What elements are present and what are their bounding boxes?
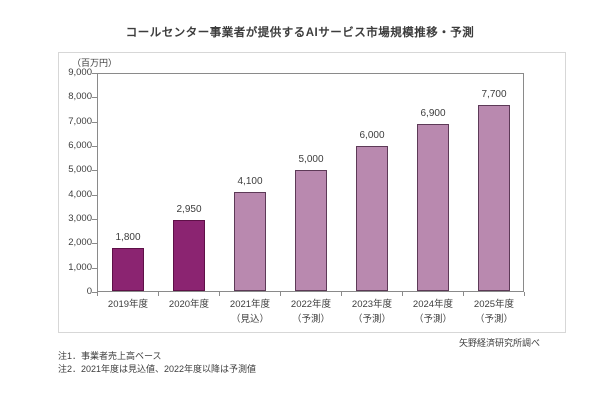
bar <box>234 192 266 291</box>
y-tick-label: 6,000 <box>68 140 92 151</box>
y-tick-mark <box>92 170 97 171</box>
bar-value-label: 5,000 <box>298 154 324 165</box>
y-tick-label: 7,000 <box>68 116 92 127</box>
bar-value-label: 6,900 <box>420 108 446 119</box>
x-category-sublabel: （予測） <box>413 314 452 325</box>
x-category-label: 2023年度 <box>351 299 393 310</box>
y-tick-mark <box>92 243 97 244</box>
x-category-sublabel: （予測） <box>291 314 330 325</box>
footnote-1: 注1．事業者売上高ベース <box>58 351 162 361</box>
y-tick-label: 0 <box>86 286 92 297</box>
y-tick-label: 8,000 <box>68 91 92 102</box>
y-tick-label: 5,000 <box>68 164 92 175</box>
y-tick-mark <box>92 268 97 269</box>
y-tick-mark <box>92 195 97 196</box>
x-category-sublabel: （予測） <box>474 314 513 325</box>
x-tick-mark <box>524 292 525 296</box>
source-label: 矢野経済研究所調べ <box>458 338 540 348</box>
bar <box>478 105 510 291</box>
y-tick-mark <box>92 122 97 123</box>
x-category-label: 2024年度 <box>412 299 454 310</box>
bar-value-label: 7,700 <box>481 89 507 100</box>
x-category-sublabel: （予測） <box>352 314 391 325</box>
bar-value-label: 1,800 <box>115 232 141 243</box>
x-tick-mark <box>158 292 159 296</box>
y-axis-unit-label: （百万円） <box>72 58 118 68</box>
x-category-label: 2019年度 <box>107 299 149 310</box>
x-tick-mark <box>341 292 342 296</box>
bar <box>173 220 205 291</box>
y-tick-label: 2,000 <box>68 237 92 248</box>
chart-title: コールセンター事業者が提供するAIサービス市場規模推移・予測 <box>125 27 475 39</box>
bar <box>112 248 144 291</box>
x-category-label: 2025年度 <box>473 299 515 310</box>
bar-value-label: 6,000 <box>359 130 385 141</box>
x-tick-mark <box>97 292 98 296</box>
y-tick-label: 4,000 <box>68 189 92 200</box>
x-tick-mark <box>463 292 464 296</box>
bar <box>356 146 388 291</box>
x-tick-mark <box>280 292 281 296</box>
x-tick-mark <box>219 292 220 296</box>
x-category-label: 2022年度 <box>290 299 332 310</box>
y-tick-mark <box>92 97 97 98</box>
y-tick-label: 9,000 <box>68 67 92 78</box>
x-category-label: 2020年度 <box>168 299 210 310</box>
y-tick-mark <box>92 73 97 74</box>
bar <box>417 124 449 291</box>
y-tick-label: 3,000 <box>68 213 92 224</box>
y-tick-mark <box>92 292 97 293</box>
y-tick-label: 1,000 <box>68 262 92 273</box>
bar <box>295 170 327 291</box>
y-tick-mark <box>92 219 97 220</box>
bar-value-label: 4,100 <box>237 176 263 187</box>
bar-value-label: 2,950 <box>176 204 202 215</box>
y-tick-mark <box>92 146 97 147</box>
footnote-2: 注2．2021年度は見込値、2022年度以降は予測値 <box>58 364 257 374</box>
x-category-sublabel: （見込） <box>230 314 269 325</box>
x-tick-mark <box>402 292 403 296</box>
x-category-label: 2021年度 <box>229 299 271 310</box>
